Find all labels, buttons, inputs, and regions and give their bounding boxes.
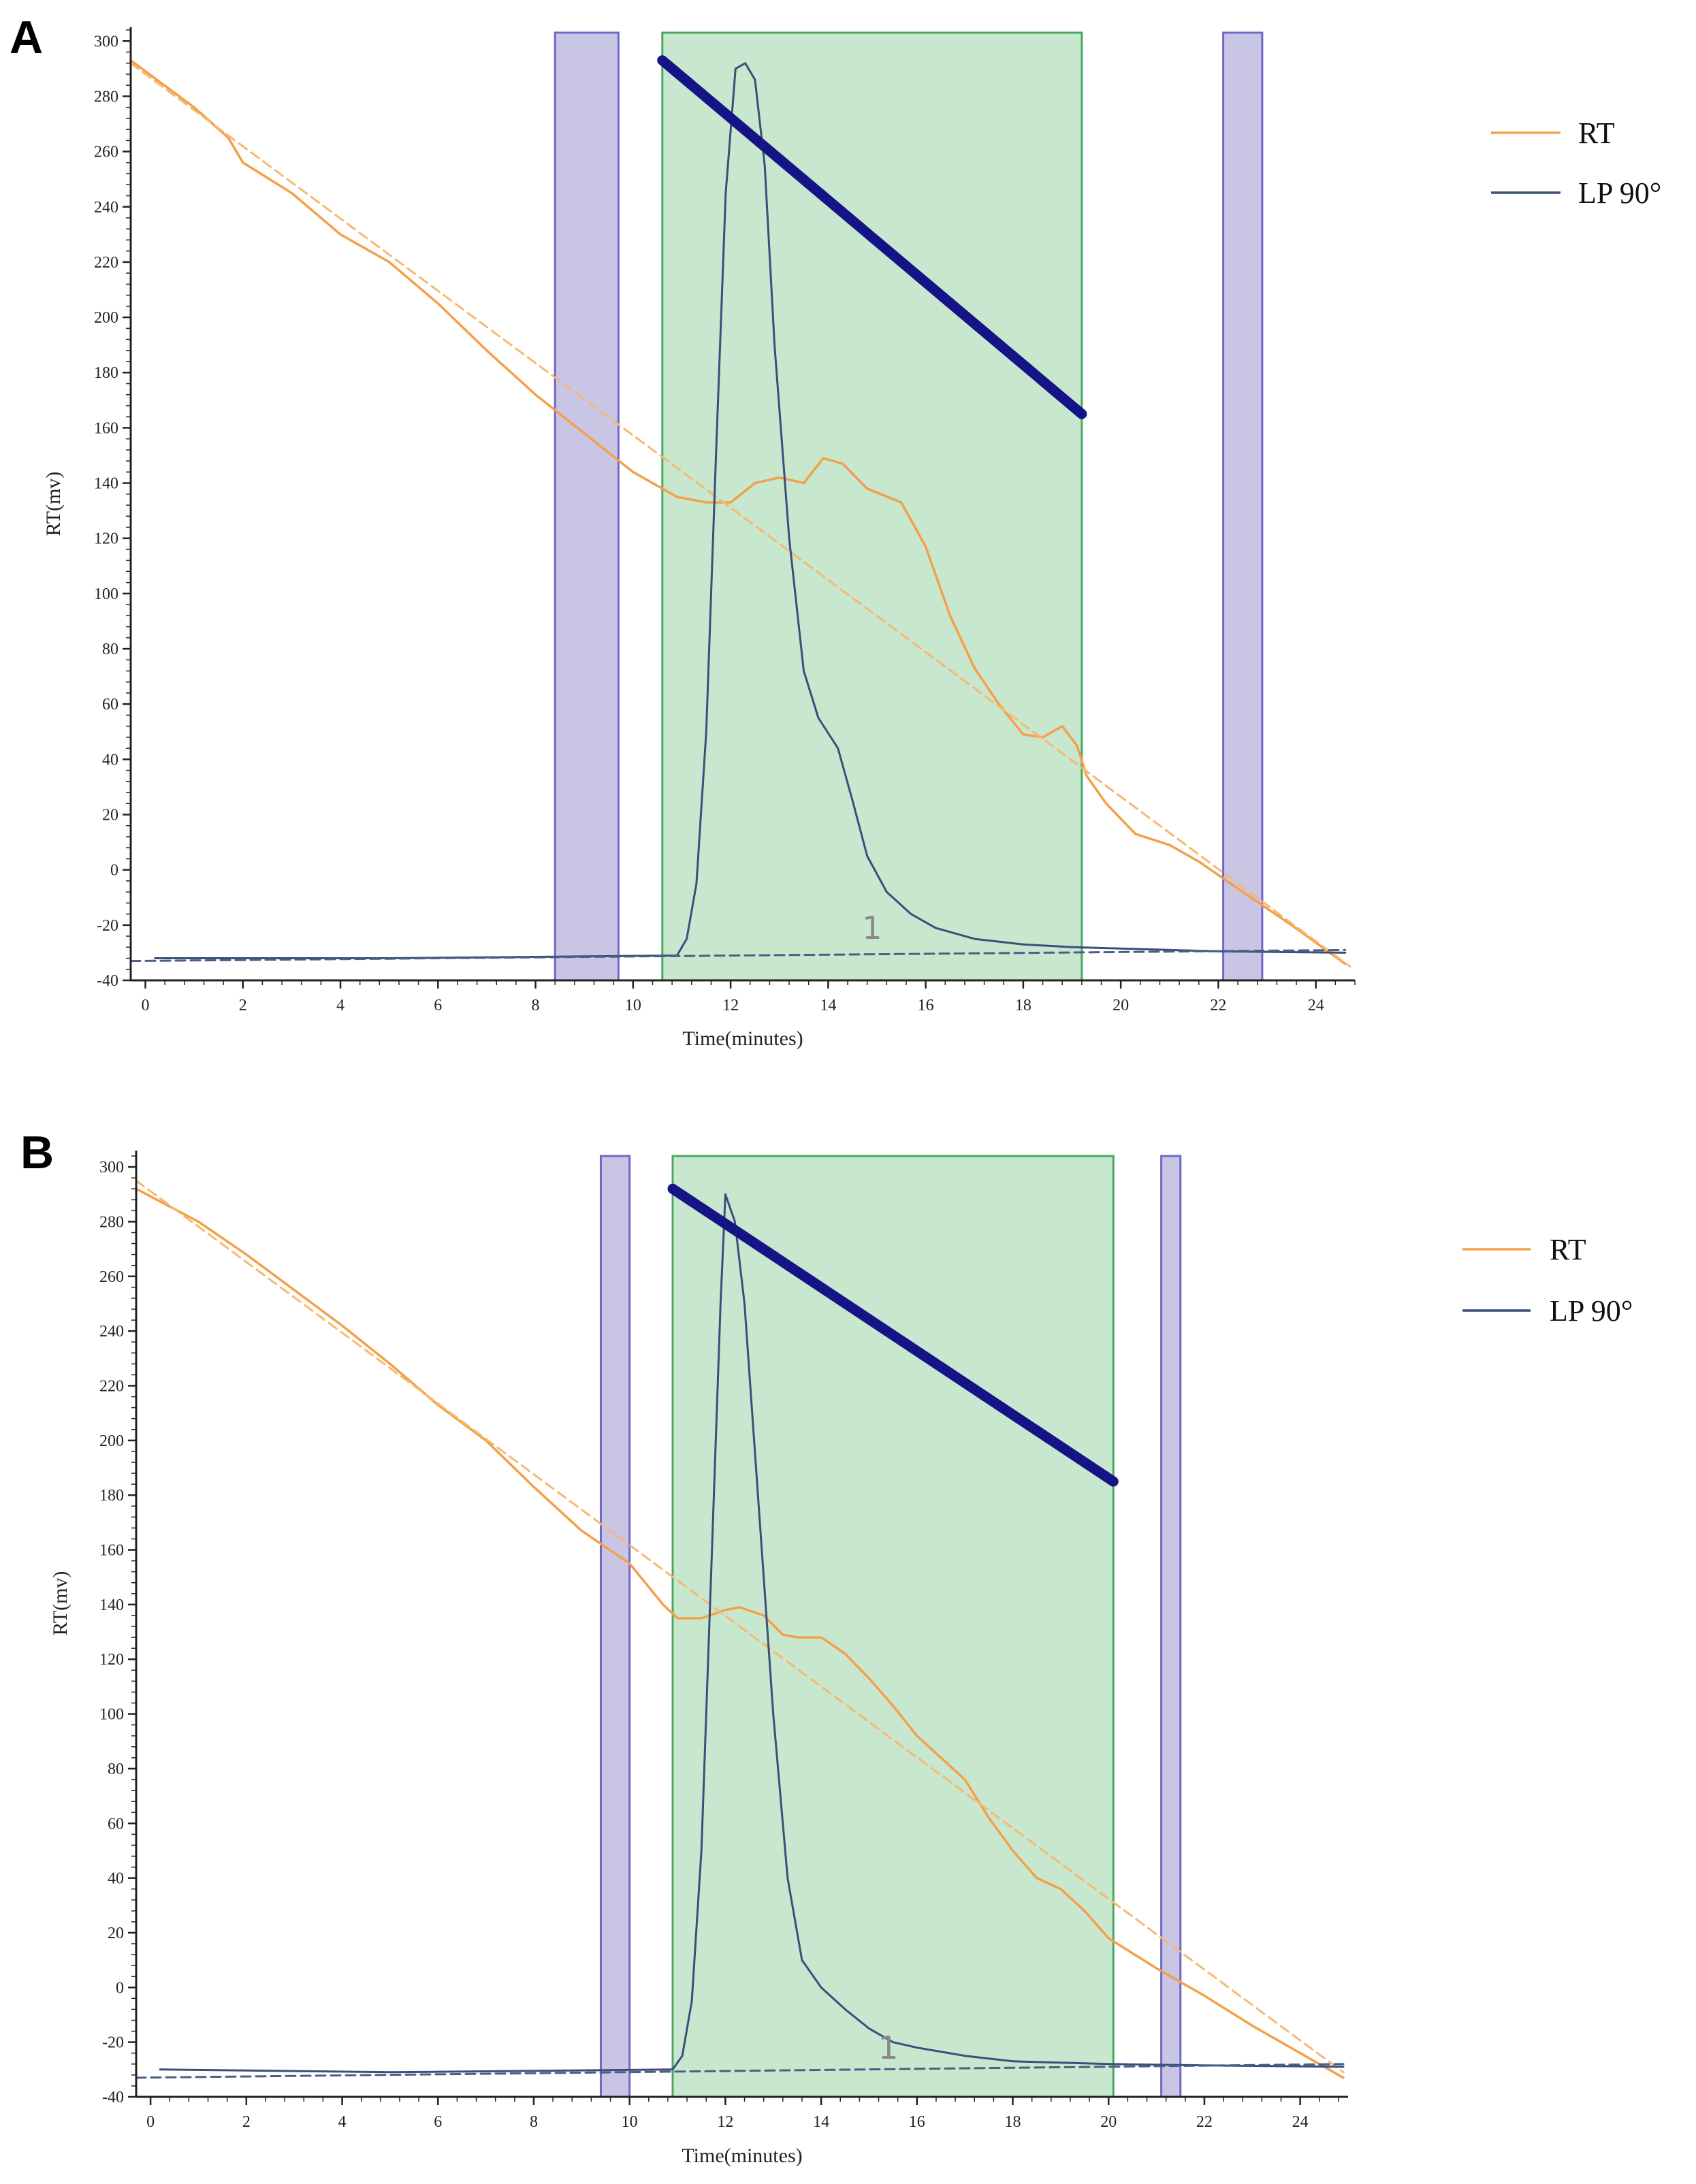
lp-series-line (159, 1193, 1345, 2074)
x-tick-label: 14 (813, 2113, 829, 2131)
lp-series-line (154, 62, 1347, 959)
x-tick-label: 2 (242, 2113, 251, 2131)
baseline-region-2 (1222, 31, 1264, 982)
y-tick-label: 0 (110, 862, 118, 880)
legend: RT LP 90° (1462, 1233, 1633, 1328)
regression-line (657, 55, 1087, 419)
rt-series-line (129, 59, 1347, 965)
x-tick-label: 8 (532, 997, 540, 1014)
rt-baseline-line (135, 1179, 1345, 2074)
x-tick-label: 4 (336, 997, 345, 1014)
x-tick-label: 20 (1100, 2113, 1117, 2131)
y-tick-label: -20 (102, 2034, 124, 2052)
y-tick-label: 100 (99, 1706, 124, 1724)
x-tick-label: 14 (820, 997, 836, 1014)
chart-panel-b: 1-40-20020406080100120140160180200220240… (49, 1151, 1633, 2167)
y-tick-label: 0 (116, 1979, 124, 1997)
y-tick-label: 240 (94, 199, 118, 216)
x-tick-label: 20 (1113, 997, 1129, 1014)
legend-label: LP 90° (1578, 176, 1661, 210)
x-tick-label: 0 (146, 2113, 155, 2131)
y-tick-label: -20 (97, 917, 118, 935)
y-tick-label: 280 (94, 88, 118, 106)
chart-panel-a: 1-40-20020406080100120140160180200220240… (42, 27, 1661, 1050)
y-tick-label: 140 (99, 1596, 124, 1614)
x-tick-label: 6 (434, 2113, 442, 2131)
legend-label: RT (1578, 116, 1615, 150)
y-tick-label: -40 (102, 2089, 124, 2106)
panel-label-b: B (20, 1127, 54, 1178)
x-tick-label: 0 (141, 997, 149, 1014)
y-tick-label: 300 (99, 1159, 124, 1176)
y-tick-label: 80 (102, 641, 118, 658)
x-tick-label: 18 (1015, 997, 1031, 1014)
y-tick-label: -40 (97, 972, 118, 990)
y-tick-label: 200 (99, 1432, 124, 1450)
y-tick-label: 20 (102, 807, 118, 824)
peak-number-label: 1 (878, 2029, 898, 2066)
y-tick-label: 240 (99, 1323, 124, 1340)
y-tick-label: 180 (99, 1487, 124, 1505)
y-tick-label: 260 (94, 144, 118, 161)
baseline-region-1 (599, 1155, 631, 2098)
y-tick-label: 140 (94, 475, 118, 493)
y-tick-label: 120 (99, 1651, 124, 1669)
lp-baseline-line (129, 948, 1347, 963)
rt-baseline-line (129, 62, 1351, 968)
y-axis-title: RT(mv) (42, 472, 65, 536)
y-tick-label: 180 (94, 364, 118, 382)
x-tick-label: 16 (918, 997, 934, 1014)
y-tick-label: 20 (108, 1925, 124, 1942)
y-tick-label: 40 (102, 751, 118, 769)
peak-region (661, 31, 1083, 982)
x-tick-label: 18 (1005, 2113, 1021, 2131)
x-tick-label: 8 (530, 2113, 538, 2131)
y-tick-label: 280 (99, 1213, 124, 1231)
y-tick-label: 200 (94, 309, 118, 327)
y-tick-label: 120 (94, 530, 118, 548)
y-tick-label: 220 (94, 254, 118, 272)
regression-line (667, 1183, 1119, 1487)
x-tick-label: 12 (717, 2113, 733, 2131)
y-tick-label: 60 (102, 696, 118, 713)
x-tick-label: 10 (622, 2113, 638, 2131)
y-axis-title: RT(mv) (49, 1571, 71, 1636)
y-tick-label: 100 (94, 585, 118, 603)
x-tick-label: 12 (722, 997, 739, 1014)
y-tick-label: 160 (94, 419, 118, 437)
lp-baseline-line (135, 2063, 1345, 2079)
baseline-region-2 (1160, 1155, 1182, 2098)
y-tick-label: 160 (99, 1542, 124, 1560)
y-tick-label: 260 (99, 1268, 124, 1286)
y-tick-label: 40 (108, 1870, 124, 1888)
x-axis-title: Time(minutes) (682, 1027, 803, 1050)
legend-label: RT (1550, 1233, 1586, 1266)
x-tick-label: 22 (1196, 2113, 1213, 2131)
y-tick-label: 220 (99, 1377, 124, 1395)
x-tick-label: 24 (1308, 997, 1324, 1014)
x-tick-label: 4 (338, 2113, 347, 2131)
y-tick-label: 80 (108, 1761, 124, 1778)
y-tick-label: 60 (108, 1815, 124, 1833)
x-tick-label: 6 (434, 997, 442, 1014)
y-tick-label: 300 (94, 33, 118, 50)
x-tick-label: 2 (239, 997, 247, 1014)
x-tick-label: 16 (909, 2113, 925, 2131)
peak-number-label: 1 (862, 910, 882, 946)
legend: RT LP 90° (1491, 116, 1661, 210)
x-tick-label: 22 (1210, 997, 1226, 1014)
x-tick-label: 10 (625, 997, 641, 1014)
x-axis-title: Time(minutes) (682, 2145, 802, 2167)
x-tick-label: 24 (1292, 2113, 1309, 2131)
baseline-region-1 (554, 31, 620, 982)
panel-label-a: A (10, 12, 43, 63)
legend-label: LP 90° (1550, 1294, 1633, 1328)
